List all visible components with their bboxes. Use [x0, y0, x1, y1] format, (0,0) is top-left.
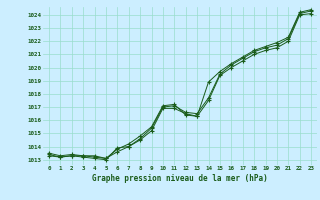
- X-axis label: Graphe pression niveau de la mer (hPa): Graphe pression niveau de la mer (hPa): [92, 174, 268, 183]
